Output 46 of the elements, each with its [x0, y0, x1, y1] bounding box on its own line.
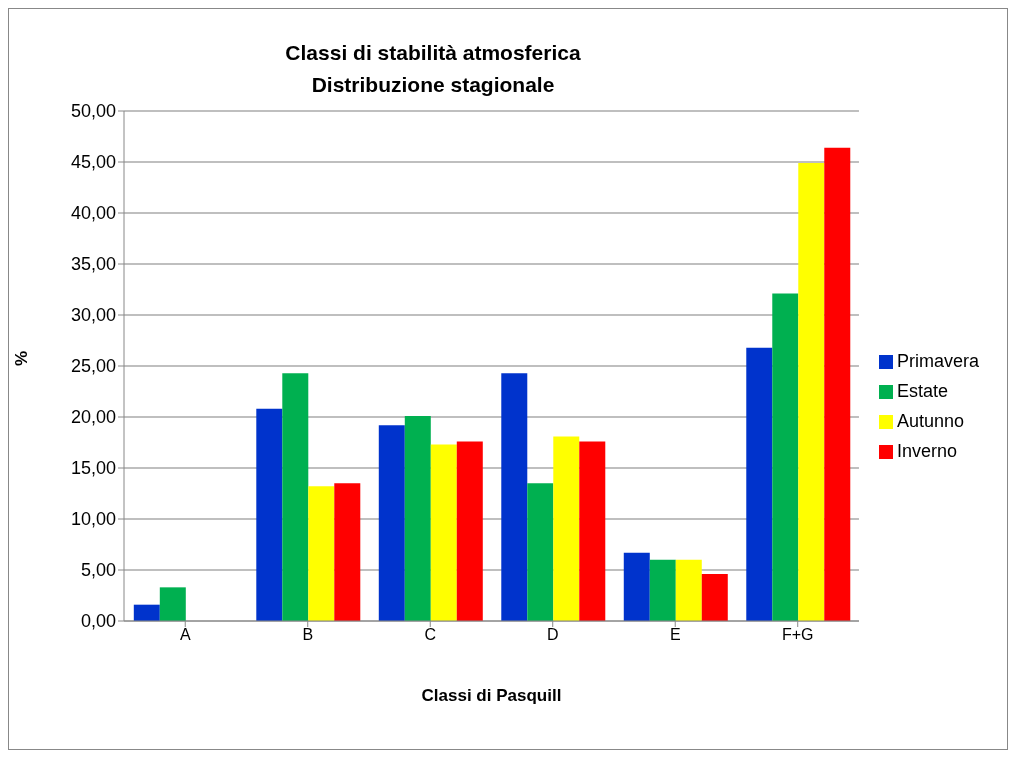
y-tick-label: 30,00 [70, 305, 116, 326]
y-tick-label: 45,00 [70, 152, 116, 173]
chart-title: Classi di stabilità atmosferica Distribuzione stagionale [284, 40, 582, 98]
y-tick-label: 15,00 [70, 458, 116, 479]
bar [456, 441, 483, 621]
y-tick-label: 20,00 [70, 407, 116, 428]
bar [430, 444, 457, 621]
bar [282, 373, 309, 621]
x-tick-label: D [546, 626, 559, 644]
y-tick-label: 5,00 [80, 560, 116, 581]
bar [159, 587, 186, 621]
y-tick-label: 10,00 [70, 509, 116, 530]
bar [256, 408, 283, 621]
x-tick-label: C [424, 626, 437, 644]
y-tick-label: 25,00 [70, 356, 116, 377]
legend-label: Estate [896, 381, 948, 401]
x-tick-label: B [302, 626, 314, 644]
bar [824, 147, 851, 621]
bar [404, 415, 431, 621]
x-axis-title: Classi di Pasquill [421, 686, 562, 705]
y-tick-label: 50,00 [70, 101, 116, 122]
y-axis-title: % [12, 350, 32, 366]
bar [527, 483, 554, 621]
bar [798, 163, 825, 621]
bar [501, 373, 528, 621]
bar [579, 441, 606, 621]
bar [553, 436, 580, 621]
legend-label: Inverno [896, 441, 958, 461]
y-tick-label: 40,00 [70, 203, 116, 224]
bar [772, 293, 799, 621]
x-tick-label: A [179, 626, 191, 644]
legend-label: Primavera [896, 351, 979, 371]
bar [308, 486, 335, 621]
bar [133, 604, 160, 621]
bar [675, 559, 702, 621]
y-tick-label: 0,00 [80, 611, 116, 632]
y-tick-label: 35,00 [70, 254, 116, 275]
x-tick-label: F+G [781, 626, 814, 644]
bar [334, 483, 361, 621]
x-tick-label: E [669, 626, 681, 644]
legend-label: Autunno [896, 411, 965, 431]
bar [746, 347, 773, 621]
bar [623, 552, 650, 621]
bar [701, 574, 728, 621]
bar [378, 425, 405, 621]
bar [649, 559, 676, 621]
